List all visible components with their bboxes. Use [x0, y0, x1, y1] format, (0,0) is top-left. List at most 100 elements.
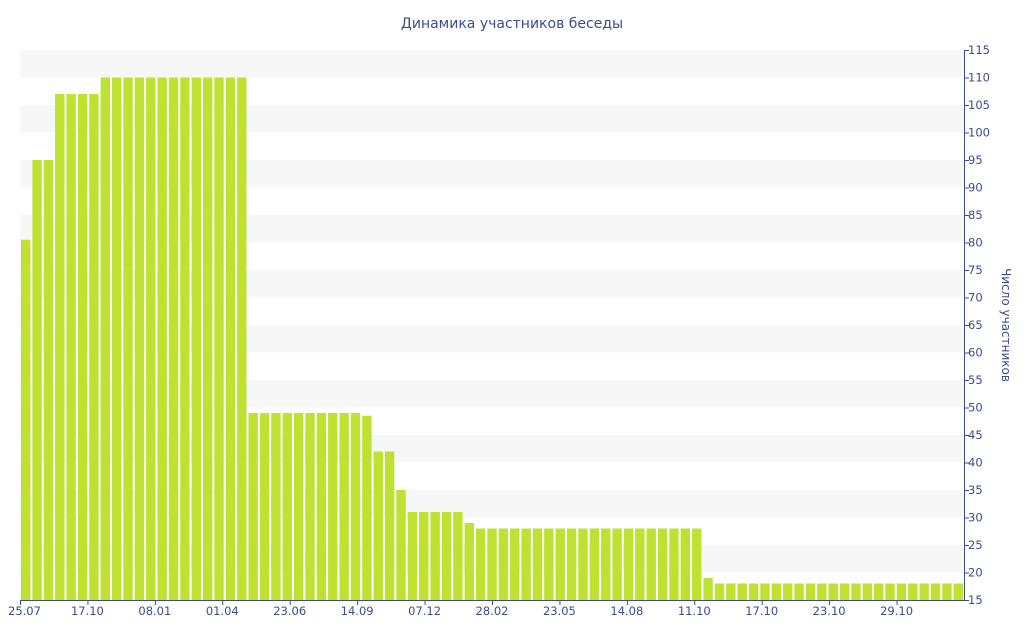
bar [692, 528, 702, 600]
bar [930, 583, 941, 600]
bar [55, 94, 65, 600]
bar [578, 528, 588, 600]
bar [21, 239, 31, 600]
bar [908, 583, 918, 600]
bar [555, 528, 565, 600]
bar [726, 583, 736, 600]
bar [839, 583, 850, 600]
bar [851, 583, 861, 600]
y-tick-label: 100 [968, 126, 990, 140]
bar [896, 583, 907, 600]
axes-group [20, 50, 969, 605]
bar [66, 94, 76, 600]
bar [737, 583, 747, 600]
bar [953, 583, 963, 600]
bar [760, 583, 770, 600]
x-tick-label: 14.08 [610, 604, 643, 618]
bar [111, 77, 122, 600]
x-tick-label: 17.10 [71, 604, 104, 618]
bar [134, 77, 145, 600]
bar [669, 528, 679, 600]
y-tick-label: 95 [968, 153, 983, 167]
bar [305, 413, 315, 600]
bar [817, 583, 827, 600]
bar [168, 77, 179, 600]
bar [601, 528, 611, 600]
bar [282, 413, 292, 600]
x-tick-label: 08.01 [138, 604, 171, 618]
bar [623, 528, 634, 600]
bar [464, 523, 474, 600]
bar [703, 578, 713, 600]
y-tick-label: 85 [968, 208, 983, 222]
bar [771, 583, 782, 600]
bar [339, 413, 349, 600]
bars-group [21, 77, 963, 600]
x-tick-labels: 25.07 17.10 08.01 01.04 23.06 14.09 07.12 28.02… [8, 604, 913, 618]
x-tick-label: 28.02 [476, 604, 509, 618]
bar [202, 77, 213, 600]
x-tick-label: 01.04 [206, 604, 239, 618]
bar [362, 415, 372, 600]
x-tick-label: 23.10 [813, 604, 846, 618]
bar [544, 528, 554, 600]
y-tick-label: 30 [968, 511, 983, 525]
bar [396, 490, 406, 600]
bar [657, 528, 668, 600]
bar [487, 528, 497, 600]
bar [862, 583, 873, 600]
y-tick-label: 90 [968, 181, 983, 195]
bar [271, 413, 281, 600]
x-tick-label: 17.10 [745, 604, 778, 618]
grid-band [20, 50, 964, 78]
x-tick-label: 23.06 [273, 604, 306, 618]
bar [748, 583, 759, 600]
bar [566, 528, 577, 600]
y-tick-label: 40 [968, 456, 983, 470]
y-tick-label: 65 [968, 318, 983, 332]
bar [43, 160, 54, 600]
bar [293, 413, 304, 600]
bar [146, 77, 156, 600]
chart-title: Динамика участников беседы [401, 16, 623, 32]
bar [419, 512, 429, 600]
bar [407, 512, 418, 600]
y-tick-label: 20 [968, 566, 983, 580]
bar [646, 528, 656, 600]
bar [350, 413, 361, 600]
bar [77, 94, 88, 600]
y-tick-label: 80 [968, 236, 983, 250]
y-tick-labels: 15 20 25 30 35 40 45 50 55 60 65 70 75 80 85 90 95 100 105… [968, 43, 990, 607]
x-tick-label: 11.10 [678, 604, 711, 618]
bar [919, 583, 929, 600]
bar [532, 528, 543, 600]
bar [32, 160, 42, 600]
y-axis-label: Число участников [999, 268, 1013, 382]
x-tick-label: 29.10 [880, 604, 913, 618]
x-tick-label: 07.12 [408, 604, 441, 618]
y-tick-label: 115 [968, 43, 990, 57]
bar [430, 512, 440, 600]
bar [453, 512, 463, 600]
bar [612, 528, 622, 600]
bar [714, 583, 725, 600]
bar [384, 451, 395, 600]
bar [89, 94, 99, 600]
bar [498, 528, 509, 600]
bar [214, 77, 224, 600]
bar [783, 583, 793, 600]
y-tick-label: 25 [968, 538, 983, 552]
bar [874, 583, 884, 600]
bar [225, 77, 236, 600]
bar [100, 77, 110, 600]
bar [237, 77, 247, 600]
bar [157, 77, 167, 600]
y-tick-label: 105 [968, 98, 990, 112]
bar [885, 583, 895, 600]
bar [828, 583, 838, 600]
bar [123, 77, 133, 600]
y-tick-label: 110 [968, 71, 990, 85]
bar [794, 583, 804, 600]
